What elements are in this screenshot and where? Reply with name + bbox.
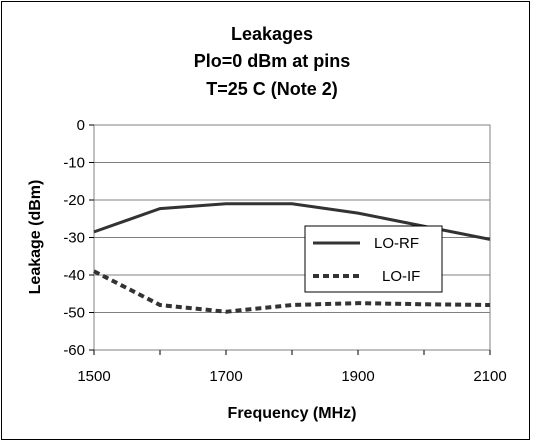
legend: LO-RF LO-IF [304,225,443,293]
y-tick-label: -20 [63,192,85,209]
x-tick-label: 1700 [209,368,242,385]
chart-title-line-3: T=25 C (Note 2) [206,79,338,99]
x-tick-label: 1900 [341,368,374,385]
legend-box [304,225,443,293]
y-axis-ticks: 0 -10 -20 -30 -40 -50 -60 [63,117,94,359]
y-axis-label: Leakage (dBm) [27,180,44,295]
y-tick-label: -30 [63,230,85,247]
y-tick-label: -40 [63,267,85,284]
x-tick-label: 2100 [473,368,506,385]
chart-title-line-1: Leakages [231,24,313,44]
x-tick-label: 1500 [77,368,110,385]
chart-title-line-2: Plo=0 dBm at pins [194,51,351,71]
x-axis-label: Frequency (MHz) [228,405,357,422]
y-tick-label: 0 [77,117,85,134]
legend-label-lo-if: LO-IF [382,268,420,285]
y-tick-label: -60 [63,342,85,359]
x-axis-ticks: 1500 1700 1900 2100 [77,350,507,385]
series-line-lo-if [93,269,491,314]
y-tick-label: -10 [63,155,85,172]
legend-label-lo-rf: LO-RF [374,235,419,252]
y-tick-label: -50 [63,305,85,322]
